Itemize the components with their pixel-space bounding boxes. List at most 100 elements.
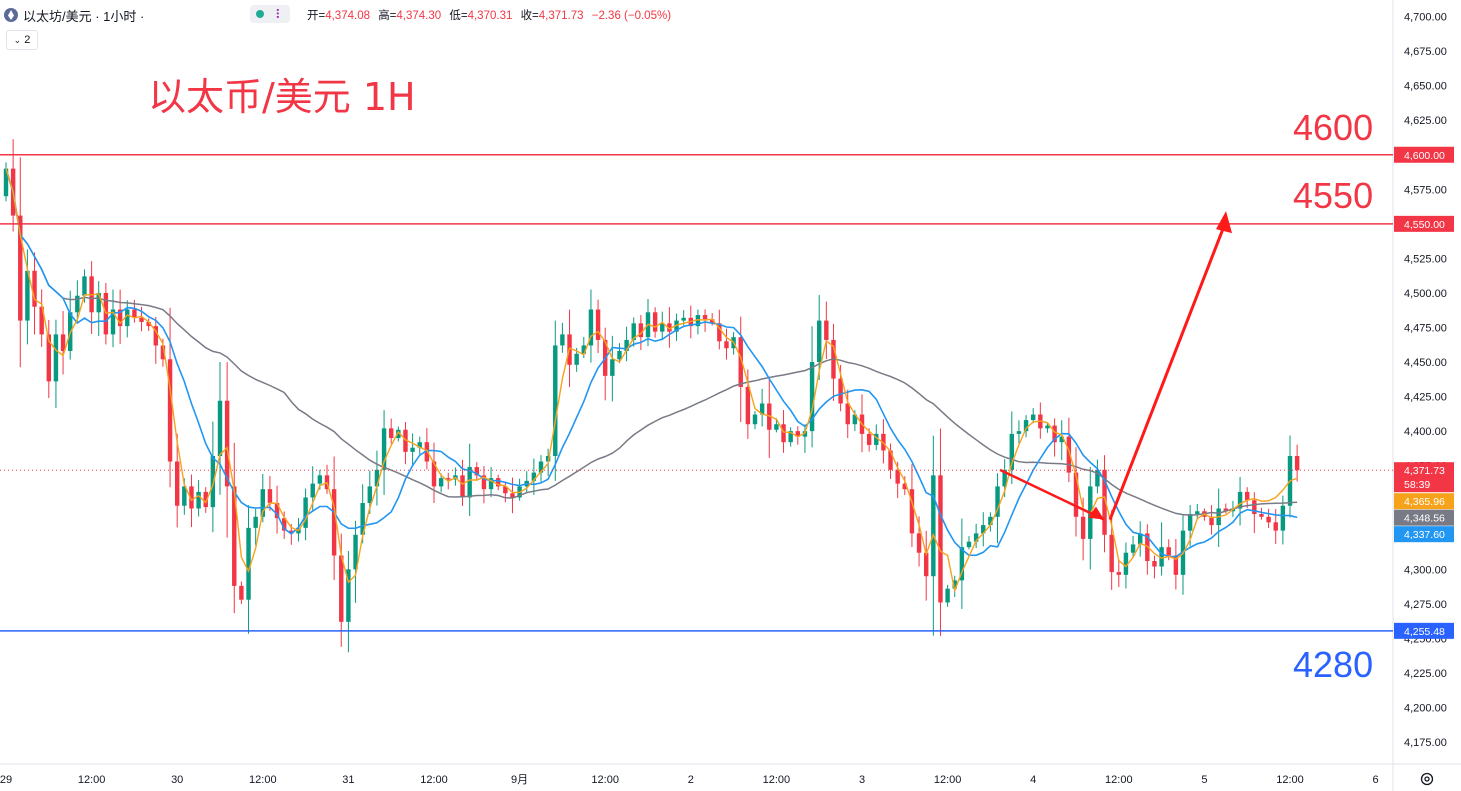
ma-value-badge-text: 4,337.60	[1404, 529, 1445, 541]
price-axis-tick-label: 4,225.00	[1404, 668, 1447, 680]
candle-up	[752, 414, 758, 425]
candle-down	[1294, 456, 1300, 471]
price-axis-tick-label: 4,300.00	[1404, 564, 1447, 576]
candle-up	[1009, 433, 1015, 470]
candle-up	[82, 276, 87, 296]
candle-up	[1187, 514, 1193, 531]
candle-up	[317, 475, 323, 484]
candle-up	[674, 320, 679, 332]
candle-up	[303, 497, 308, 528]
candle-up	[945, 588, 950, 603]
candle-up	[217, 400, 223, 456]
ma-value-badge	[1394, 493, 1454, 510]
projection-arrow-up[interactable]	[1108, 220, 1228, 521]
candle-down	[916, 533, 922, 553]
candle-up	[346, 569, 351, 622]
candle-up	[488, 478, 494, 490]
candle-up	[1002, 469, 1007, 487]
price-axis-tick-label: 4,700.00	[1404, 12, 1447, 24]
indicators-collapse-button[interactable]: ⌄ 2	[6, 30, 38, 50]
time-axis-tick-label: 12:00	[249, 774, 277, 786]
candle-up	[681, 317, 686, 321]
high-value: 4,374.30	[396, 10, 442, 22]
ma-value-badge-text: 4,365.96	[1404, 496, 1445, 508]
time-axis-tick-label: 9月	[511, 774, 528, 786]
time-axis-tick-label: 12:00	[1105, 774, 1133, 786]
indicator-count: 2	[24, 34, 31, 46]
price-axis-tick-label: 4,500.00	[1404, 288, 1447, 300]
ethereum-icon	[4, 8, 18, 22]
candle-down	[331, 489, 337, 556]
candle-up	[1123, 552, 1129, 575]
candle-down	[902, 483, 908, 490]
price-axis-tick-label: 4,175.00	[1404, 737, 1447, 749]
candle-down	[495, 478, 501, 487]
candle-up	[538, 461, 544, 473]
high-label: 高=	[378, 10, 397, 22]
candle-down	[888, 450, 893, 470]
candle-down	[32, 270, 37, 307]
arrowhead-up	[1216, 211, 1232, 234]
close-label: 收=	[520, 10, 539, 22]
symbol-title[interactable]: 以太坊/美元 · 1小时 ·	[23, 8, 145, 24]
ohlc-readout: 开=4,374.08 高=4,374.30 低=4,370.31 收=4,371…	[307, 7, 671, 23]
projection-arrow-down[interactable]	[999, 468, 1105, 521]
candle-down	[388, 428, 394, 439]
candle-up	[631, 323, 636, 340]
candle-down	[18, 215, 23, 321]
price-axis-tick-label: 4,200.00	[1404, 702, 1447, 714]
candle-down	[1152, 561, 1157, 567]
candle-down	[1273, 522, 1278, 531]
candle-down	[60, 334, 66, 351]
change-value: −2.36 (−0.05%)	[591, 10, 672, 22]
candle-up	[210, 456, 216, 508]
price-axis-tick-label: 4,575.00	[1404, 184, 1447, 196]
last-price-badge	[1394, 462, 1454, 493]
candle-down	[1223, 508, 1229, 512]
chart-annotation-title: 以太币/美元 1H	[148, 75, 416, 119]
candle-down	[781, 424, 786, 443]
candle-up	[660, 323, 665, 332]
chevron-down-icon: ⌄	[13, 34, 22, 45]
candle-down	[431, 461, 437, 487]
candle-up	[438, 478, 444, 487]
candle-down	[738, 337, 743, 387]
candle-down	[709, 319, 715, 324]
arrowhead-down	[1088, 506, 1104, 520]
candle-up	[802, 431, 808, 437]
candle-down	[1052, 425, 1057, 443]
candle-up	[1280, 505, 1286, 531]
share-icon[interactable]: ⠇	[274, 6, 285, 22]
candle-up	[774, 424, 779, 430]
candle-up	[581, 345, 587, 354]
candle-down	[39, 306, 44, 335]
candle-up	[253, 516, 258, 528]
candle-up	[931, 475, 936, 577]
candle-up	[1237, 491, 1243, 509]
candle-down	[117, 309, 123, 327]
candle-up	[1159, 547, 1164, 567]
candle-down	[866, 433, 872, 445]
candle-down	[139, 317, 144, 322]
price-axis-tick-label: 4,650.00	[1404, 81, 1447, 93]
candle-down	[881, 433, 886, 451]
time-axis-tick-label: 29	[0, 774, 12, 786]
ma-value-badge-text: 4,348.56	[1404, 513, 1445, 525]
candle-down	[938, 475, 943, 603]
indicator-status-pill[interactable]: ⠇	[250, 5, 290, 23]
candle-down	[717, 323, 722, 342]
candle-up	[196, 491, 201, 509]
candle-up	[816, 320, 822, 363]
candle-down	[267, 489, 273, 503]
price-axis-tick-label: 4,425.00	[1404, 392, 1447, 404]
candle-down	[1102, 469, 1107, 535]
level-label-4550: 4550	[1293, 175, 1373, 216]
candle-down	[167, 359, 173, 462]
candle-down	[153, 326, 159, 346]
time-axis-tick-label: 12:00	[420, 774, 448, 786]
gear-icon[interactable]	[1419, 771, 1435, 787]
candle-down	[403, 429, 408, 452]
level-price-badge	[1394, 215, 1454, 232]
price-axis-tick-label: 4,525.00	[1404, 253, 1447, 265]
